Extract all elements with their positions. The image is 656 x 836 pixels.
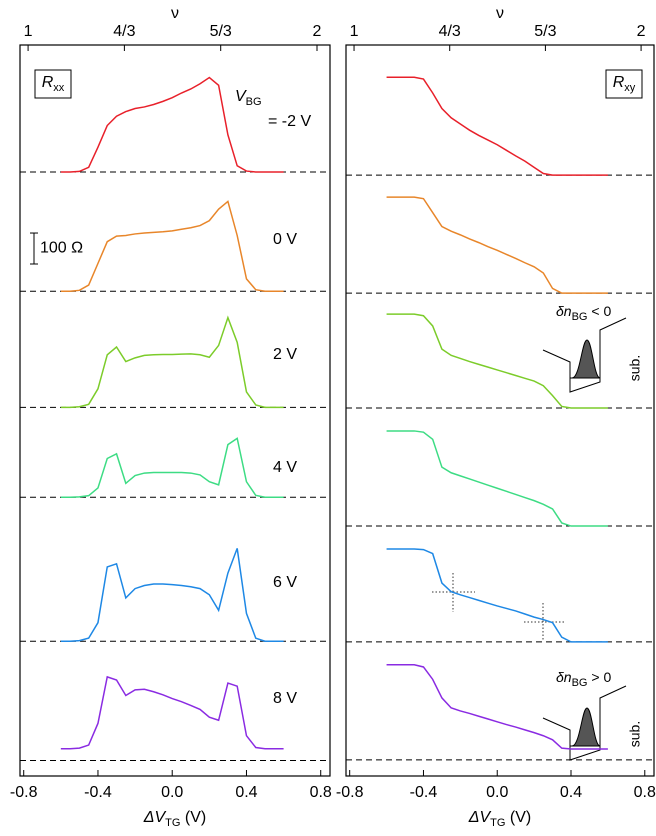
curve	[386, 548, 608, 643]
inset-label-part: < 0	[587, 303, 611, 319]
x2-tick-label: 4/3	[439, 23, 461, 40]
x2-tick-label: 1	[24, 23, 33, 40]
curve	[386, 76, 608, 176]
series-label: 6 V	[273, 574, 297, 591]
x2-tick-label: 4/3	[113, 23, 135, 40]
inset-schematic	[542, 317, 627, 393]
x2-tick-label: 5/3	[210, 23, 232, 40]
panel-label-part: R	[613, 74, 625, 91]
x-tick-label: -0.8	[10, 784, 38, 801]
x-axis-label-part: TG	[490, 817, 505, 829]
panel-label-part: R	[42, 74, 54, 91]
curve	[386, 196, 608, 294]
x-tick-label: -0.4	[84, 784, 112, 801]
inset-side-label: sub.	[627, 355, 643, 381]
inset-label-part: δn	[556, 303, 572, 319]
x-tick-label: 0.4	[560, 784, 582, 801]
panel-label-part: xy	[624, 82, 636, 94]
series-label: 4 V	[273, 459, 297, 476]
x2-tick-label: 2	[637, 23, 646, 40]
panel-label-box	[605, 69, 643, 99]
curve	[60, 548, 284, 643]
x-axis-label-part: (V)	[180, 809, 206, 826]
x-axis-label-part: ΔV	[143, 809, 167, 826]
x-tick-label: -0.8	[336, 784, 364, 801]
inset-label-part: BG	[572, 677, 588, 689]
x-tick-label: 0.8	[310, 784, 332, 801]
curve	[60, 437, 284, 498]
series-label: 0 V	[273, 231, 297, 248]
x-axis-label: ΔVTG (V)	[468, 809, 531, 829]
panel-label: Rxx	[42, 74, 65, 94]
plot-frame	[345, 44, 655, 777]
x2-tick-label: 2	[313, 23, 322, 40]
inset-label: δnBG < 0	[556, 303, 611, 323]
x-axis-label: ΔVTG (V)	[143, 809, 206, 829]
scale-bar-label: 100 Ω	[40, 240, 83, 257]
inset-label-part: δn	[556, 669, 572, 685]
series-label: 2 V	[273, 346, 297, 363]
inset-side-label: sub.	[627, 721, 643, 747]
curve	[386, 430, 608, 527]
crosshair	[432, 573, 564, 641]
x-tick-label: 0.8	[634, 784, 656, 801]
curve	[60, 200, 284, 292]
plot-frame	[19, 44, 331, 777]
curve	[60, 76, 284, 173]
curve	[60, 315, 284, 409]
inset-label-part: > 0	[587, 669, 611, 685]
series-label: 8 V	[273, 690, 297, 707]
annotation-part: V	[235, 88, 247, 105]
curve	[60, 675, 284, 750]
x-tick-label: 0.0	[161, 784, 183, 801]
x2-tick-label: 1	[350, 23, 359, 40]
annotation-part: BG	[246, 96, 262, 108]
x-axis-label-part: (V)	[505, 809, 531, 826]
panel-label: Rxy	[613, 74, 636, 94]
inset-label: δnBG > 0	[556, 669, 611, 689]
x2-axis-label: ν	[496, 5, 504, 22]
annotation: VBG	[235, 88, 262, 108]
x-tick-label: 0.4	[235, 784, 257, 801]
x-tick-label: -0.4	[410, 784, 438, 801]
panel-label-box	[34, 69, 72, 99]
panel-label-part: xx	[53, 82, 65, 94]
x-axis-label-part: ΔV	[468, 809, 492, 826]
curve	[386, 664, 608, 750]
x2-tick-label: 5/3	[534, 23, 556, 40]
x-axis-label-part: TG	[165, 817, 180, 829]
series-label: = -2 V	[268, 113, 311, 130]
x2-axis-label: ν	[171, 5, 179, 22]
curve	[386, 313, 608, 409]
x-tick-label: 0.0	[486, 784, 508, 801]
inset-label-part: BG	[572, 311, 588, 323]
inset-schematic	[542, 685, 627, 761]
